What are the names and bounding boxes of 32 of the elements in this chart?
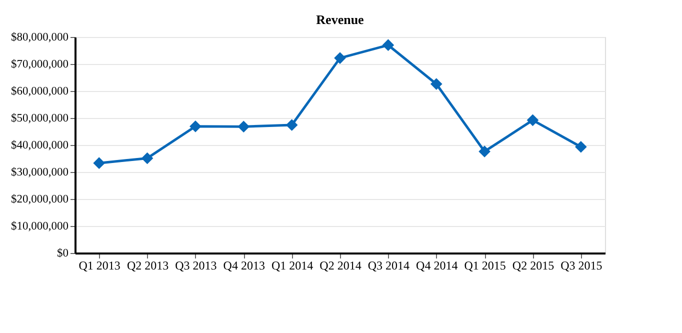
x-tick-label: Q1 2014 bbox=[271, 258, 314, 272]
point bbox=[141, 152, 154, 164]
point bbox=[190, 120, 202, 132]
y-tick-label: $0 bbox=[57, 248, 69, 260]
x-tick-label: Q3 2013 bbox=[175, 258, 217, 272]
x-tick-label: Q2 2015 bbox=[512, 258, 554, 272]
x-tick-label: Q2 2013 bbox=[126, 258, 169, 272]
y-tick-label: $50,000,000 bbox=[11, 112, 69, 124]
point bbox=[334, 52, 346, 64]
point bbox=[286, 119, 298, 131]
point bbox=[478, 146, 490, 158]
y-tick-label: $80,000,000 bbox=[11, 32, 69, 44]
y-tick-label: $10,000,000 bbox=[11, 220, 69, 232]
y-tick-label: $70,000,000 bbox=[11, 58, 69, 70]
y-tick-label: $60,000,000 bbox=[11, 86, 69, 98]
chart-title: Revenue bbox=[316, 12, 364, 27]
point bbox=[574, 140, 587, 153]
x-tick-label: Q4 2013 bbox=[223, 258, 265, 272]
y-tick-label: $30,000,000 bbox=[11, 166, 69, 178]
y-tick-label: $20,000,000 bbox=[11, 194, 69, 206]
point bbox=[382, 39, 394, 52]
point bbox=[93, 157, 106, 170]
point bbox=[238, 120, 250, 133]
x-tick-label: Q2 2014 bbox=[320, 258, 362, 272]
x-tick-label: Q1 2013 bbox=[78, 258, 120, 272]
point bbox=[526, 114, 539, 126]
point bbox=[430, 78, 442, 90]
x-tick-label: Q1 2015 bbox=[464, 258, 506, 272]
x-tick-label: Q3 2014 bbox=[368, 258, 410, 272]
x-tick-label: Q3 2015 bbox=[560, 258, 602, 272]
x-tick-label: Q4 2014 bbox=[416, 258, 458, 272]
y-tick-label: $40,000,000 bbox=[11, 140, 69, 152]
